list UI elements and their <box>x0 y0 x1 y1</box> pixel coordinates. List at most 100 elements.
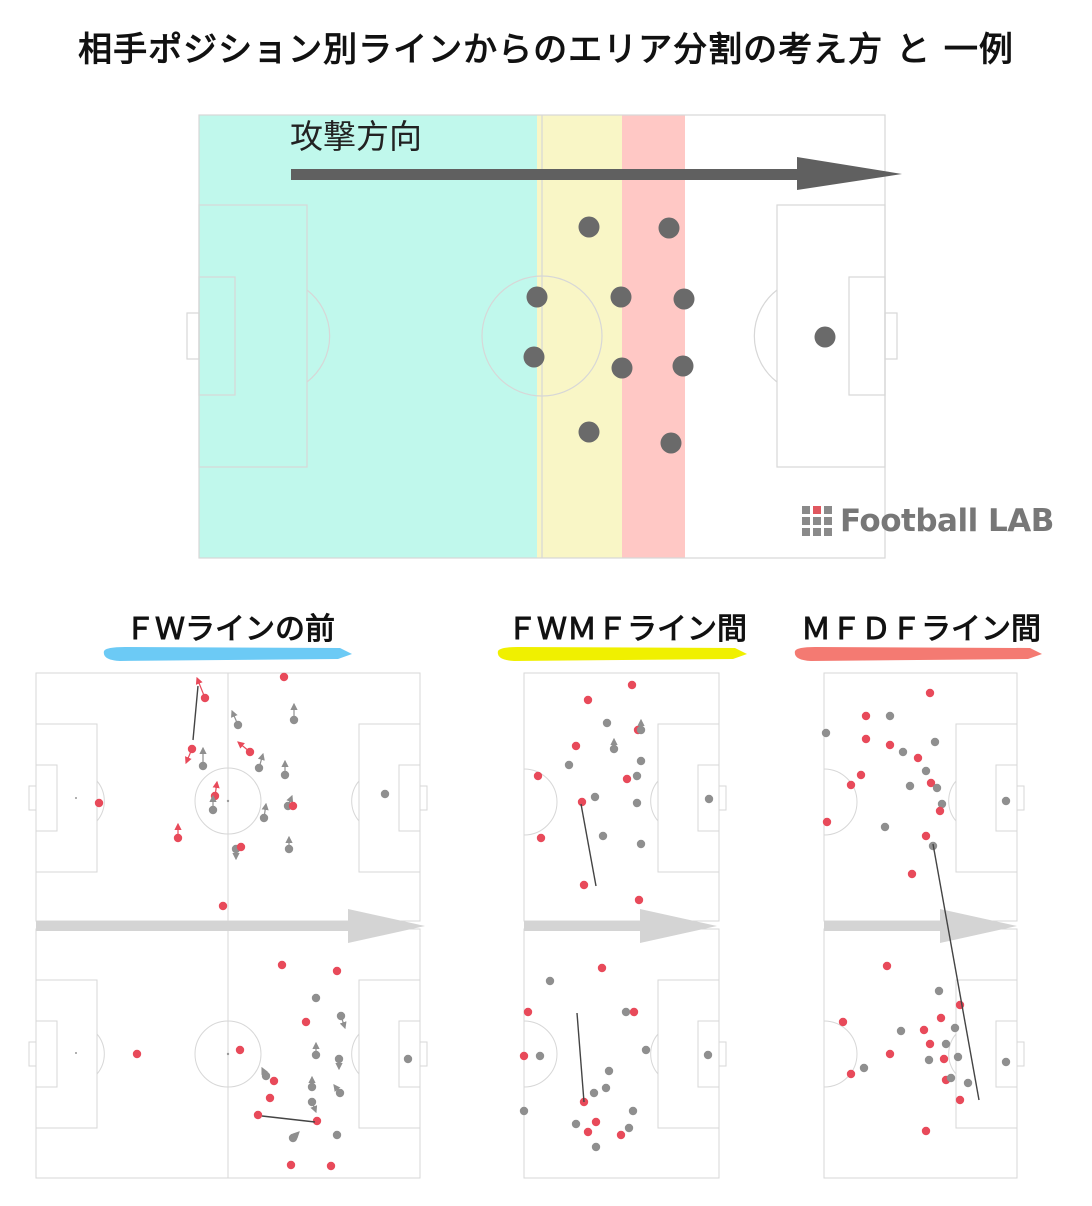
player-marker <box>578 216 600 238</box>
attacker-marker <box>861 711 871 721</box>
attacker-marker <box>583 695 593 705</box>
defender-marker <box>335 1088 345 1098</box>
attacker-marker <box>838 1017 848 1027</box>
defender-marker <box>963 1078 973 1088</box>
section-label-fw: ＦＷラインの前 <box>125 612 335 647</box>
logo-grid-icon <box>802 506 832 536</box>
attacker-marker <box>861 734 871 744</box>
attacker-marker <box>913 753 923 763</box>
attacker-marker <box>279 672 289 682</box>
attacker-marker <box>846 780 856 790</box>
brush-fwmf <box>497 647 747 661</box>
small-attack-arrows <box>36 909 1017 943</box>
attacker-marker <box>577 797 587 807</box>
defender-marker <box>545 976 555 986</box>
defender-marker <box>332 1130 342 1140</box>
goalkeeper-marker <box>380 789 390 799</box>
attacker-marker <box>925 688 935 698</box>
defender-marker <box>946 1073 956 1083</box>
attacker-marker <box>277 960 287 970</box>
defender-marker <box>198 761 208 771</box>
mfdf-pitch-bottom <box>823 928 1025 1179</box>
attacker-marker <box>236 842 246 852</box>
player-marker <box>660 432 682 454</box>
attacker-marker <box>269 1076 279 1086</box>
area-mf-df-lines <box>622 115 685 558</box>
attacker-marker <box>533 771 543 781</box>
player-marker <box>814 326 836 348</box>
player-marker <box>672 355 694 377</box>
player-marker <box>673 288 695 310</box>
attacker-marker <box>235 1045 245 1055</box>
attacker-marker <box>210 791 220 801</box>
defender-marker <box>896 1026 906 1036</box>
defender-marker <box>880 822 890 832</box>
defender-marker <box>859 1063 869 1073</box>
example-players <box>94 672 1011 1171</box>
brush-fw <box>103 647 352 661</box>
defender-marker <box>334 1054 344 1064</box>
defender-marker <box>932 783 942 793</box>
defender-marker <box>604 1066 614 1076</box>
attacker-marker <box>200 693 210 703</box>
defender-marker <box>624 1123 634 1133</box>
attacker-marker <box>936 1013 946 1023</box>
defender-marker <box>609 744 619 754</box>
attacker-marker <box>935 806 945 816</box>
defender-marker <box>289 715 299 725</box>
fwmf-pitch-bottom <box>523 928 727 1179</box>
defender-marker <box>284 844 294 854</box>
attacker-marker <box>245 747 255 757</box>
defender-marker <box>311 1050 321 1060</box>
attacker-marker <box>921 1126 931 1136</box>
defender-marker <box>937 799 947 809</box>
defender-marker <box>641 1045 651 1055</box>
defender-marker <box>336 1011 346 1021</box>
player-marker <box>578 421 600 443</box>
player-marker <box>526 286 548 308</box>
area-before-fw-line <box>199 115 537 558</box>
opponent-players <box>523 216 836 454</box>
defender-marker <box>233 720 243 730</box>
defender-marker <box>589 1088 599 1098</box>
attacker-marker <box>536 833 546 843</box>
defender-marker <box>601 1083 611 1093</box>
attacker-marker <box>907 869 917 879</box>
defender-marker <box>519 1106 529 1116</box>
attacker-marker <box>925 1039 935 1049</box>
player-marker <box>658 217 680 239</box>
player-marker <box>610 286 632 308</box>
area-fw-mf-lines <box>537 115 622 558</box>
attacker-marker <box>919 1025 929 1035</box>
attacker-marker <box>571 741 581 751</box>
defender-marker <box>885 711 895 721</box>
attacker-marker <box>173 833 183 843</box>
section-label-fwmf: ＦＷＭＦライン間 <box>507 612 747 647</box>
defender-marker <box>934 986 944 996</box>
defender-marker <box>636 839 646 849</box>
attacker-marker <box>856 770 866 780</box>
attacker-marker <box>885 740 895 750</box>
attacker-marker <box>882 961 892 971</box>
attacker-marker <box>579 880 589 890</box>
goalkeeper-marker <box>704 794 714 804</box>
fw-pitch-top <box>28 672 428 922</box>
goalkeeper-marker <box>1001 1057 1011 1067</box>
attacker-marker <box>253 1110 263 1120</box>
attack-direction-arrow <box>291 157 902 190</box>
attacker-marker <box>218 901 228 911</box>
defender-marker <box>254 763 264 773</box>
player-marker <box>523 346 545 368</box>
pass-line <box>932 843 980 1101</box>
attacker-marker <box>616 1130 626 1140</box>
attacker-marker <box>332 966 342 976</box>
defender-marker <box>280 770 290 780</box>
defender-marker <box>307 1082 317 1092</box>
defender-marker <box>288 1133 298 1143</box>
pass-line <box>576 1012 585 1103</box>
defender-marker <box>632 771 642 781</box>
attacker-marker <box>629 1007 639 1017</box>
attacker-marker <box>591 1117 601 1127</box>
